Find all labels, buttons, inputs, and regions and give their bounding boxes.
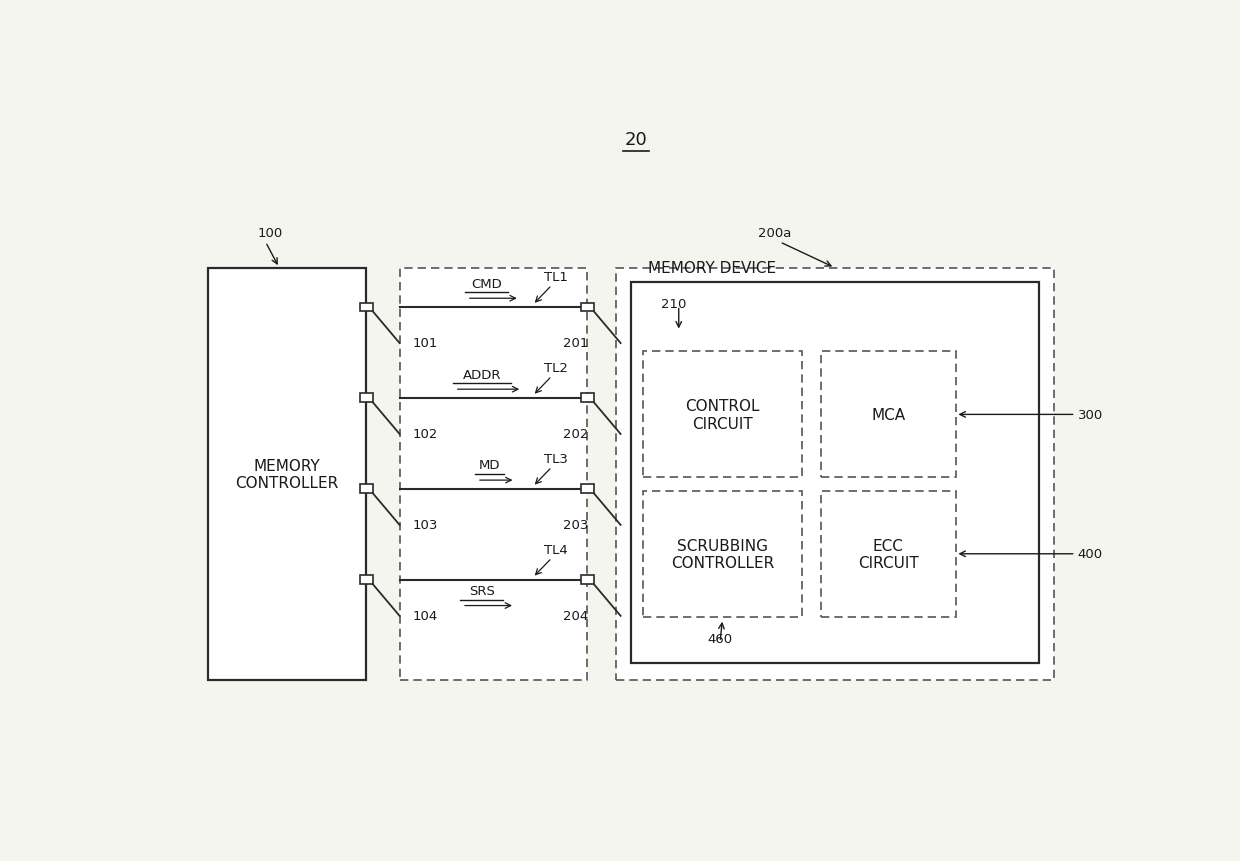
Bar — [582, 485, 594, 493]
Text: 20: 20 — [624, 131, 647, 149]
Bar — [582, 303, 594, 312]
Text: MCA: MCA — [872, 407, 905, 423]
Text: 210: 210 — [661, 298, 687, 311]
Text: SRS: SRS — [469, 585, 495, 598]
Text: 102: 102 — [413, 428, 438, 441]
Text: 103: 103 — [413, 518, 438, 531]
Text: SCRUBBING
CONTROLLER: SCRUBBING CONTROLLER — [671, 538, 774, 570]
Text: 300: 300 — [1078, 408, 1102, 421]
Bar — [616, 269, 1054, 680]
Bar — [644, 352, 802, 478]
Text: TL4: TL4 — [544, 543, 568, 556]
Text: 200a: 200a — [758, 226, 791, 239]
Text: TL1: TL1 — [544, 270, 568, 283]
Bar — [821, 491, 956, 617]
Text: 104: 104 — [413, 610, 438, 623]
Bar — [360, 394, 373, 403]
Text: MD: MD — [479, 459, 500, 472]
Text: ECC
CIRCUIT: ECC CIRCUIT — [858, 538, 919, 570]
Bar — [360, 485, 373, 493]
Bar — [401, 269, 588, 680]
Bar — [360, 303, 373, 312]
Text: CONTROL
CIRCUIT: CONTROL CIRCUIT — [686, 399, 760, 431]
Bar — [631, 282, 1039, 664]
Text: MEMORY
CONTROLLER: MEMORY CONTROLLER — [236, 458, 339, 491]
Bar — [644, 491, 802, 617]
Bar — [360, 576, 373, 585]
Text: TL2: TL2 — [544, 362, 568, 375]
Text: 460: 460 — [708, 632, 733, 646]
Text: 100: 100 — [258, 226, 283, 239]
Text: 203: 203 — [563, 518, 589, 531]
Text: TL3: TL3 — [544, 452, 568, 465]
Text: 202: 202 — [563, 428, 589, 441]
Bar — [582, 576, 594, 585]
Text: 101: 101 — [413, 337, 438, 350]
Text: CMD: CMD — [471, 277, 502, 290]
Bar — [208, 269, 367, 680]
Text: MEMORY DEVICE: MEMORY DEVICE — [649, 261, 776, 276]
Bar — [582, 394, 594, 403]
Text: 204: 204 — [563, 610, 589, 623]
Text: ADDR: ADDR — [463, 369, 501, 381]
Text: 201: 201 — [563, 337, 589, 350]
Text: 400: 400 — [1078, 548, 1102, 561]
Bar — [821, 352, 956, 478]
